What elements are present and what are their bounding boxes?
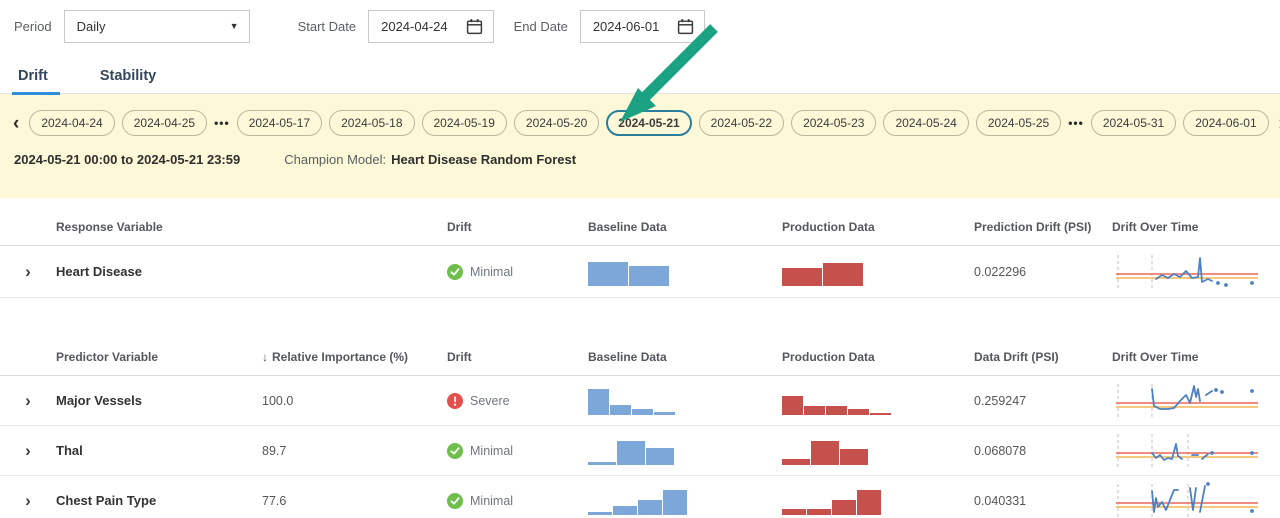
table-row: › Heart Disease Minimal 0.022296 [0, 246, 1280, 298]
date-pills: 2024-04-24 2024-04-25 ••• 2024-05-17 2024-05… [29, 110, 1269, 136]
production-histogram [782, 258, 974, 286]
production-histogram [782, 487, 974, 515]
tab-bar: Drift Stability [0, 62, 1280, 95]
production-histogram [782, 437, 974, 465]
psi-value: 0.259247 [974, 393, 1027, 408]
tab-stability[interactable]: Stability [99, 68, 157, 84]
col-data-drift-psi: Data Drift (PSI) [974, 349, 1059, 364]
predictor-table-header: Predictor Variable ↓ Relative Importance … [0, 338, 1280, 376]
date-pill[interactable]: 2024-05-20 [513, 110, 600, 136]
end-date-value: 2024-06-01 [592, 18, 660, 34]
period-value: Daily [76, 18, 106, 34]
chevron-left-icon[interactable]: ‹ [13, 112, 20, 134]
minimal-drift-icon [447, 492, 463, 509]
col-drift-over-time: Drift Over Time [1112, 349, 1199, 364]
period-select[interactable]: Daily ▼ [63, 9, 250, 43]
baseline-histogram [588, 387, 782, 415]
variable-name: Chest Pain Type [56, 493, 157, 508]
champion-model-label: Champion Model: [284, 152, 387, 167]
col-production-data: Production Data [782, 349, 875, 364]
date-pill[interactable]: 2024-05-18 [329, 110, 415, 136]
col-baseline-data: Baseline Data [588, 219, 667, 234]
date-pill[interactable]: 2024-04-24 [29, 110, 115, 136]
minimal-drift-icon [447, 263, 463, 280]
date-pill[interactable]: 2024-05-25 [975, 110, 1062, 136]
champion-model-value: Heart Disease Random Forest [391, 152, 577, 167]
selected-range-info: 2024-05-21 00:00 to 2024-05-21 23:59 Cha… [10, 152, 1270, 167]
date-range-text: 2024-05-21 00:00 to 2024-05-21 23:59 [14, 152, 241, 167]
period-label: Period [14, 18, 52, 34]
production-histogram [782, 387, 974, 415]
date-selection-band: ‹ 2024-04-24 2024-04-25 ••• 2024-05-17 2024-… [0, 94, 1280, 198]
importance-value: 77.6 [262, 493, 287, 508]
calendar-icon[interactable] [466, 18, 483, 35]
date-pill[interactable]: 2024-05-23 [791, 110, 877, 136]
response-variable-table: Response Variable Drift Baseline Data Pr… [0, 208, 1280, 298]
drift-over-time-sparkline [1112, 481, 1280, 518]
drift-over-time-sparkline [1112, 381, 1280, 421]
importance-value: 89.7 [262, 443, 287, 458]
col-relative-importance[interactable]: ↓ Relative Importance (%) [262, 349, 409, 364]
chevron-right-icon[interactable]: › [1276, 114, 1280, 133]
col-predictor-variable: Predictor Variable [56, 349, 159, 364]
baseline-histogram [588, 487, 782, 515]
minimal-drift-icon [447, 442, 463, 459]
psi-value: 0.022296 [974, 264, 1027, 279]
date-ellipsis: ••• [1068, 116, 1084, 130]
expand-row-icon[interactable]: › [25, 262, 31, 281]
start-date-label: Start Date [297, 18, 357, 34]
calendar-icon[interactable] [677, 18, 694, 35]
variable-name: Major Vessels [56, 393, 142, 408]
sort-descending-icon: ↓ [262, 349, 268, 364]
table-row: › Major Vessels 100.0 Severe 0.259247 [0, 376, 1280, 426]
table-row: › Chest Pain Type 77.6 Minimal 0.040331 [0, 476, 1280, 518]
drift-status-label: Minimal [470, 493, 514, 508]
response-table-header: Response Variable Drift Baseline Data Pr… [0, 208, 1280, 246]
drift-over-time-sparkline [1112, 431, 1280, 471]
date-pill[interactable]: 2024-05-31 [1090, 110, 1177, 136]
chevron-down-icon: ▼ [229, 21, 239, 31]
severe-drift-icon [447, 392, 463, 409]
date-pill[interactable]: 2024-06-01 [1183, 110, 1269, 136]
psi-value: 0.068078 [974, 443, 1027, 458]
start-date-input[interactable]: 2024-04-24 [368, 9, 494, 43]
col-production-data: Production Data [782, 219, 875, 234]
date-pill[interactable]: 2024-05-22 [698, 110, 785, 136]
start-date-value: 2024-04-24 [381, 18, 448, 34]
end-date-label: End Date [513, 18, 568, 34]
expand-row-icon[interactable]: › [25, 491, 31, 510]
date-pill[interactable]: 2024-05-24 [883, 110, 969, 136]
drift-status-label: Minimal [470, 443, 514, 458]
psi-value: 0.040331 [974, 493, 1027, 508]
table-row: › Thal 89.7 Minimal 0.068078 [0, 426, 1280, 476]
date-ellipsis: ••• [214, 116, 230, 130]
drift-over-time-sparkline [1112, 252, 1280, 292]
date-pill-selected[interactable]: 2024-05-21 [606, 110, 692, 136]
baseline-histogram [588, 437, 782, 465]
col-baseline-data: Baseline Data [588, 349, 667, 364]
variable-name: Heart Disease [56, 264, 142, 279]
col-drift: Drift [447, 349, 472, 364]
predictor-variable-table: Predictor Variable ↓ Relative Importance … [0, 338, 1280, 518]
col-prediction-drift-psi: Prediction Drift (PSI) [974, 219, 1092, 234]
date-pill-strip: ‹ 2024-04-24 2024-04-25 ••• 2024-05-17 2024-… [10, 110, 1280, 136]
tab-drift[interactable]: Drift [12, 62, 60, 95]
expand-row-icon[interactable]: › [25, 391, 31, 410]
drift-status-label: Severe [470, 393, 510, 408]
importance-value: 100.0 [262, 393, 294, 408]
col-drift: Drift [447, 219, 472, 234]
baseline-histogram [588, 258, 782, 286]
date-pill[interactable]: 2024-05-17 [236, 110, 323, 136]
col-response-variable: Response Variable [56, 219, 163, 234]
end-date-input[interactable]: 2024-06-01 [579, 9, 706, 43]
drift-status-label: Minimal [470, 264, 514, 279]
variable-name: Thal [56, 443, 83, 458]
date-pill[interactable]: 2024-04-25 [121, 110, 208, 136]
date-pill[interactable]: 2024-05-19 [421, 110, 507, 136]
col-drift-over-time: Drift Over Time [1112, 219, 1199, 234]
expand-row-icon[interactable]: › [25, 441, 31, 460]
filter-bar: Period Daily ▼ Start Date 2024-04-24 End… [0, 0, 1280, 44]
